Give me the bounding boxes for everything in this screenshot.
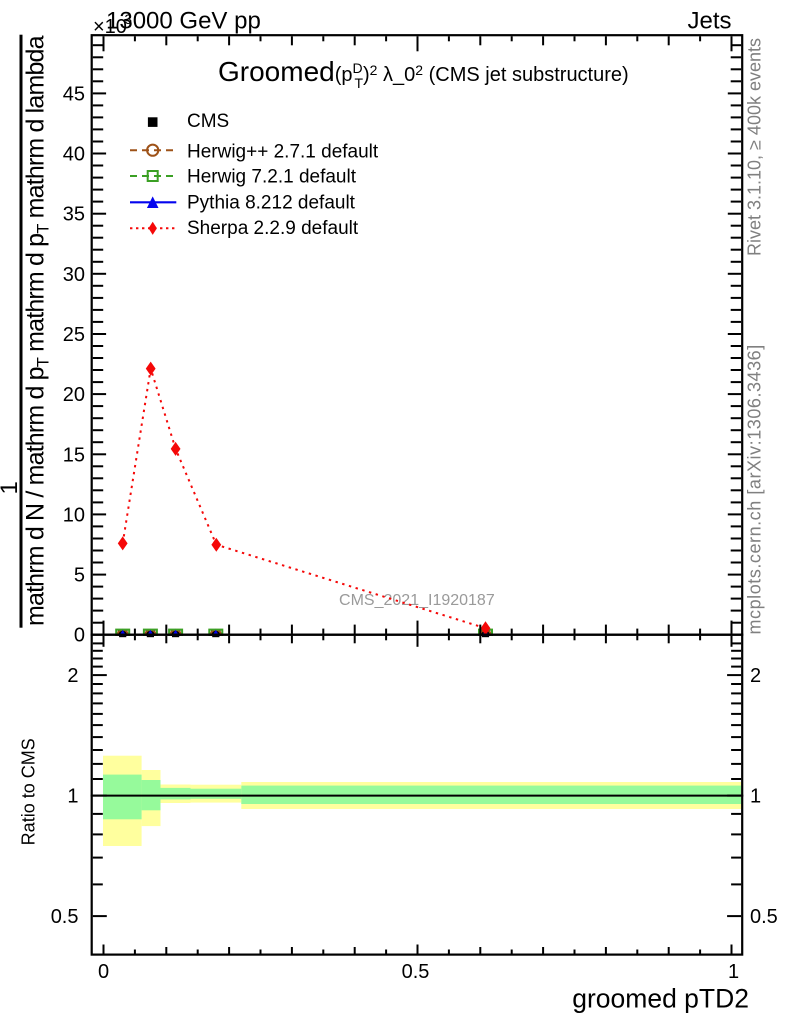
- svg-text:10: 10: [63, 504, 85, 526]
- svg-text:CMS: CMS: [187, 111, 229, 132]
- svg-text:Pythia 8.212 default: Pythia 8.212 default: [187, 193, 356, 214]
- svg-text:5: 5: [74, 565, 85, 587]
- svg-text:Jets: Jets: [687, 8, 731, 35]
- svg-text:13000 GeV pp: 13000 GeV pp: [106, 8, 261, 35]
- svg-text:25: 25: [63, 324, 85, 346]
- svg-text:1: 1: [750, 786, 761, 808]
- svg-text:Sherpa 2.2.9 default: Sherpa 2.2.9 default: [187, 218, 359, 239]
- svg-text:20: 20: [63, 384, 85, 406]
- svg-text:0.5: 0.5: [51, 906, 79, 928]
- svg-text:mcplots.cern.ch [arXiv:1306.34: mcplots.cern.ch [arXiv:1306.3436]: [745, 344, 765, 634]
- svg-text:30: 30: [63, 264, 85, 286]
- svg-text:mathrm d N / mathrm d pT mathr: mathrm d N / mathrm d pT mathrm d pT mat…: [22, 35, 53, 626]
- svg-text:2: 2: [750, 665, 761, 687]
- svg-text:groomed pTD2: groomed pTD2: [572, 984, 749, 1014]
- svg-text:45: 45: [63, 83, 85, 105]
- svg-text:1: 1: [728, 961, 739, 983]
- svg-text:15: 15: [63, 444, 85, 466]
- svg-text:1: 1: [0, 481, 23, 494]
- svg-text:1: 1: [67, 786, 78, 808]
- svg-text:Herwig++ 2.7.1 default: Herwig++ 2.7.1 default: [187, 142, 379, 163]
- svg-text:0: 0: [98, 961, 109, 983]
- svg-text:Rivet 3.1.10, ≥ 400k events: Rivet 3.1.10, ≥ 400k events: [745, 38, 765, 256]
- svg-text:3: 3: [125, 12, 133, 27]
- svg-text:Ratio to CMS: Ratio to CMS: [19, 738, 39, 845]
- svg-text:Herwig 7.2.1 default: Herwig 7.2.1 default: [187, 167, 357, 188]
- svg-text:40: 40: [63, 144, 85, 166]
- svg-text:0.5: 0.5: [750, 906, 778, 928]
- svg-text:35: 35: [63, 204, 85, 226]
- svg-text:0: 0: [74, 625, 85, 647]
- svg-text:2: 2: [67, 665, 78, 687]
- svg-text:CMS_2021_I1920187: CMS_2021_I1920187: [339, 592, 495, 609]
- svg-text:×10: ×10: [93, 16, 127, 38]
- svg-text:0.5: 0.5: [402, 961, 430, 983]
